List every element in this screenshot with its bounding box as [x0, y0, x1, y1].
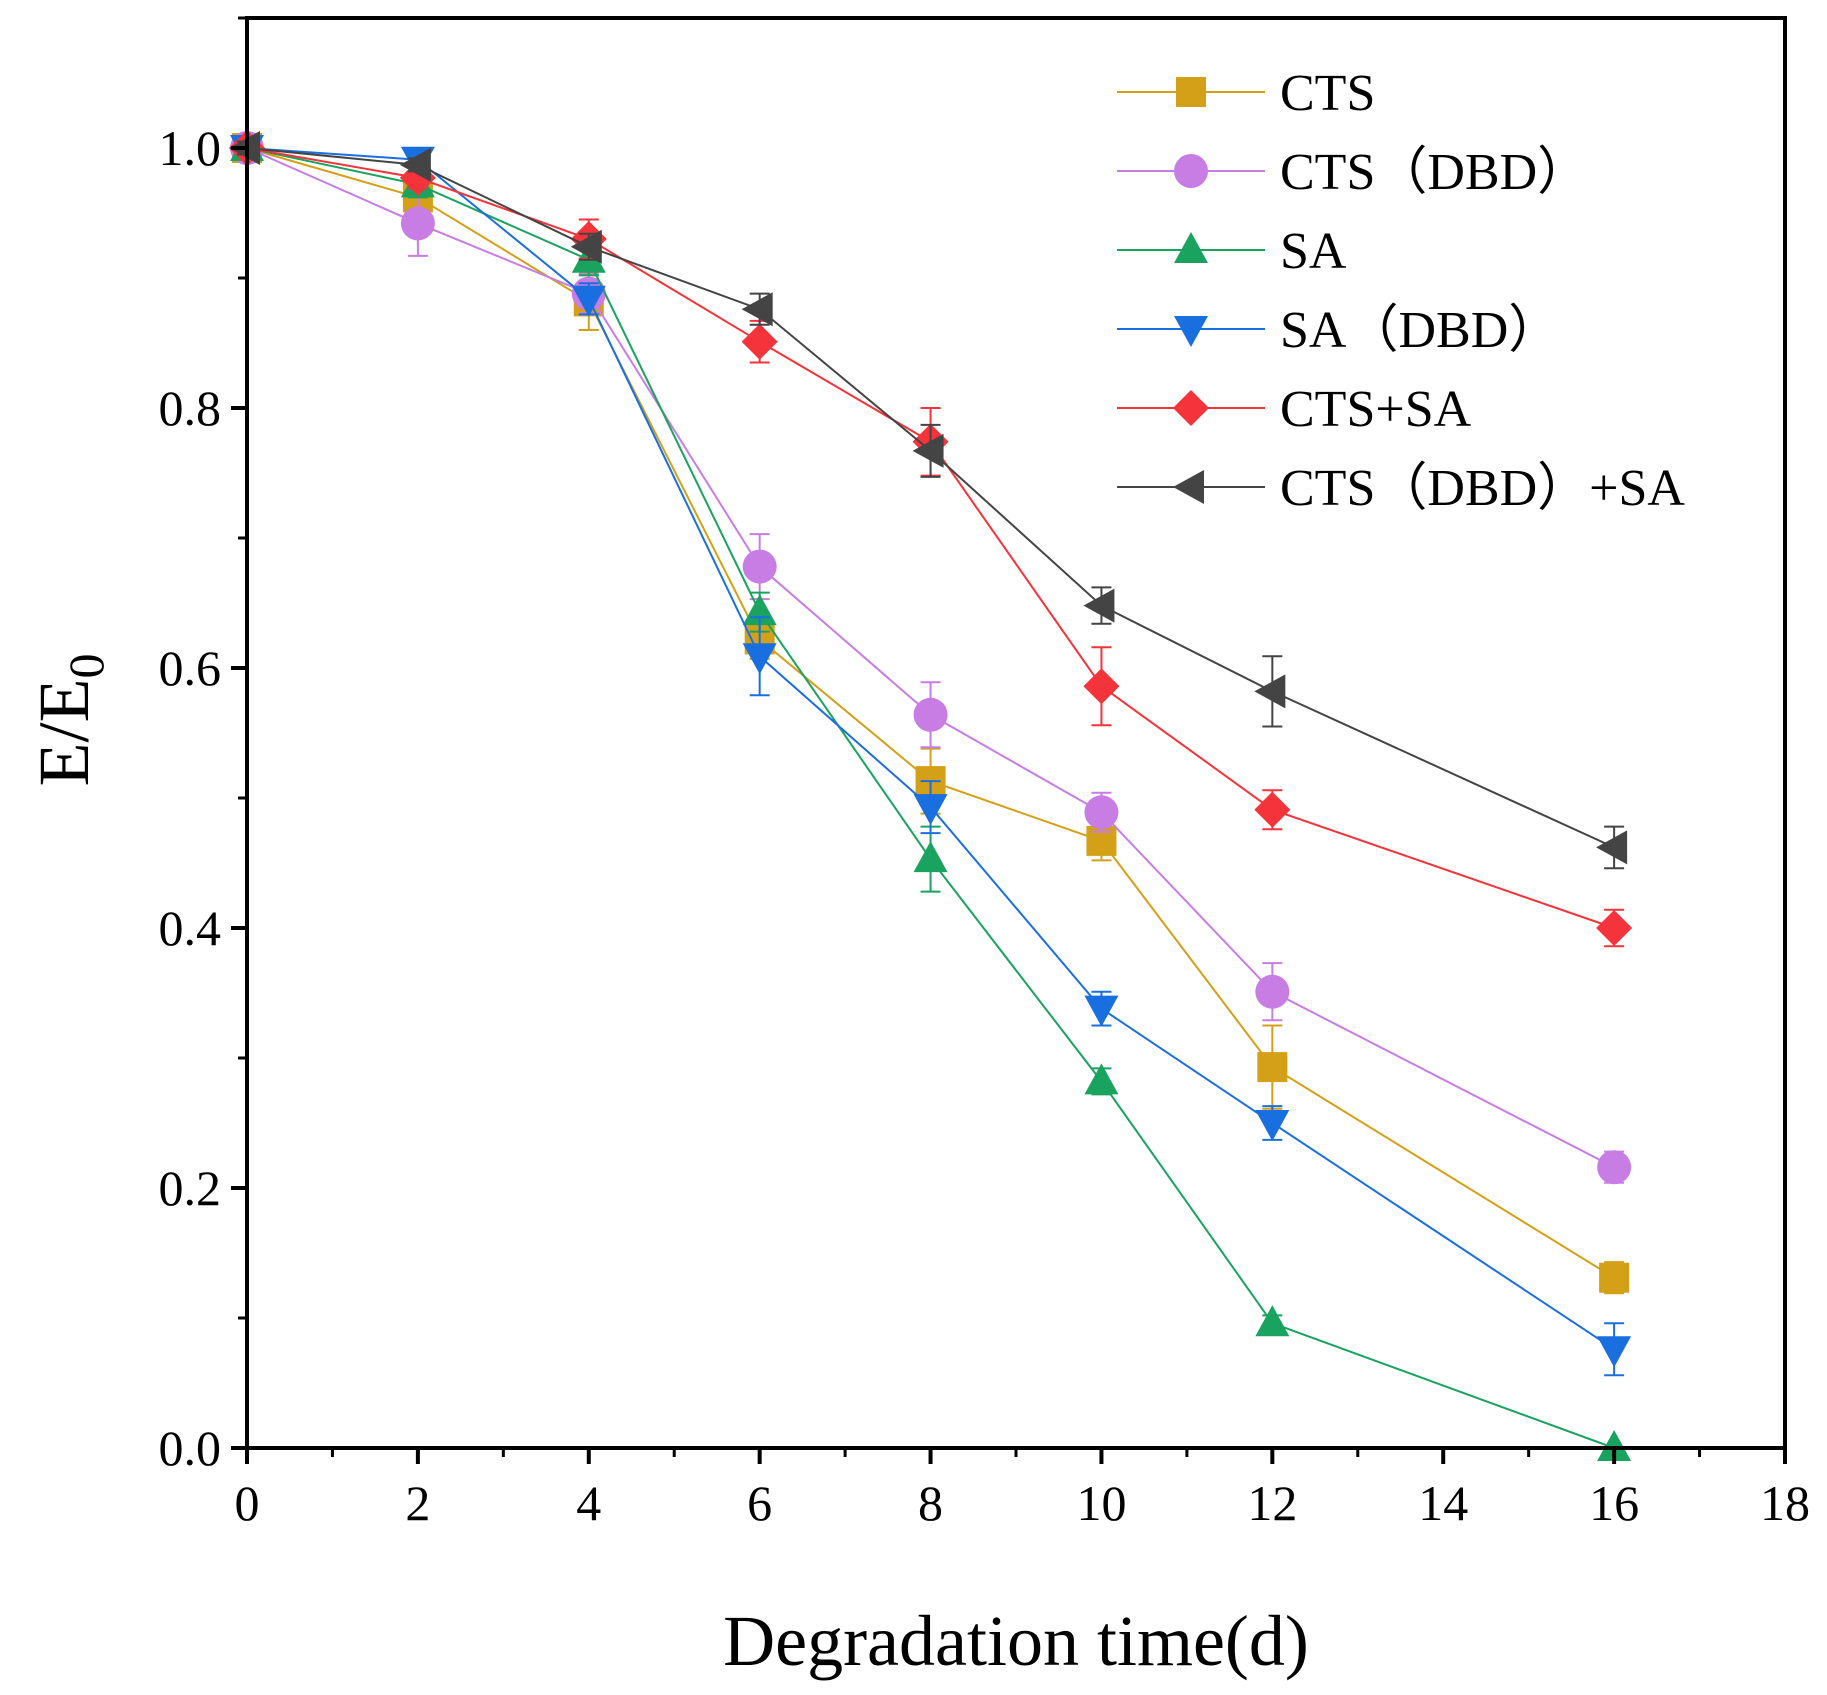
legend-marker — [1174, 232, 1208, 263]
legend-marker — [1174, 154, 1208, 188]
y-tick-label: 1.0 — [159, 120, 222, 176]
data-point — [1596, 910, 1633, 946]
x-tick-label: 16 — [1589, 1475, 1639, 1531]
x-tick-label: 8 — [918, 1475, 943, 1531]
legend-item: CTS+SA — [1117, 381, 1472, 438]
data-point — [912, 433, 944, 468]
y-tick-label: 0.0 — [159, 1420, 222, 1476]
legend-item: CTS（DBD）+SA — [1117, 460, 1685, 517]
data-point — [1255, 974, 1290, 1009]
legend-marker — [1173, 470, 1204, 504]
data-point — [1597, 1150, 1632, 1185]
legend-label: CTS（DBD）+SA — [1280, 460, 1685, 517]
legend-label: SA（DBD） — [1280, 302, 1560, 359]
data-point — [1084, 795, 1119, 830]
x-tick-label: 10 — [1076, 1475, 1126, 1531]
y-axis-title-main: E/E — [24, 679, 104, 787]
data-point — [742, 549, 777, 584]
data-point — [1597, 1336, 1632, 1368]
data-point — [1255, 1110, 1290, 1141]
data-point — [1257, 1052, 1288, 1083]
plot-area — [229, 130, 1633, 1461]
x-tick-label: 2 — [405, 1475, 430, 1531]
x-tick-label: 4 — [576, 1475, 601, 1531]
series-line — [246, 147, 1615, 1279]
x-tick-label: 14 — [1418, 1475, 1468, 1531]
legend: CTS CTS（DBD） SA SA（DBD） CTS+SA CTS（DBD）+SA — [1117, 65, 1685, 517]
legend-marker — [1176, 77, 1206, 107]
y-tick-label: 0.8 — [159, 380, 222, 436]
series-line — [246, 147, 1615, 849]
data-point — [1083, 668, 1120, 705]
data-point — [1254, 791, 1291, 828]
legend-label: CTS（DBD） — [1280, 144, 1589, 201]
x-tick-label: 12 — [1247, 1475, 1297, 1531]
data-point — [570, 229, 602, 264]
legend-label: SA — [1280, 223, 1347, 280]
legend-marker — [1174, 316, 1208, 347]
data-point — [400, 206, 435, 241]
y-tick-label: 0.6 — [159, 640, 222, 696]
legend-label: CTS — [1280, 65, 1375, 122]
x-axis-title: Degradation time(d) — [723, 1601, 1309, 1681]
data-point — [1254, 674, 1286, 709]
data-point — [1596, 830, 1628, 865]
y-tick-label: 0.2 — [159, 1160, 222, 1216]
data-point — [742, 643, 777, 675]
y-tick-label: 0.4 — [159, 900, 222, 956]
series — [229, 131, 1628, 870]
data-point — [741, 323, 778, 360]
x-tick-label: 0 — [235, 1475, 260, 1531]
legend-item: CTS（DBD） — [1117, 144, 1589, 201]
data-point — [913, 794, 948, 826]
data-point — [913, 697, 948, 732]
y-axis-title: E/E0 — [24, 654, 114, 787]
data-point — [1083, 588, 1115, 623]
data-point — [1255, 1305, 1290, 1337]
legend-item: SA（DBD） — [1117, 302, 1560, 359]
data-point — [741, 292, 773, 327]
series-line — [246, 147, 1615, 929]
y-axis-title-subscript: 0 — [58, 654, 114, 679]
plot-frame — [245, 16, 1787, 1450]
legend-item: CTS — [1117, 65, 1375, 122]
data-point — [1084, 995, 1119, 1027]
data-point — [571, 285, 606, 317]
axes: 0 2 4 6 8 10 12 14 16 18 0.0 0.2 0.4 0.6 0.8 1.0 — [159, 16, 1810, 1531]
data-point — [399, 147, 431, 182]
x-tick-label: 18 — [1760, 1475, 1810, 1531]
series-line — [246, 147, 1615, 1169]
data-point — [913, 841, 948, 873]
series — [230, 131, 1632, 1185]
series-line — [246, 147, 1615, 1449]
data-point — [1084, 1063, 1119, 1095]
legend-item: SA — [1117, 223, 1347, 280]
legend-label: CTS+SA — [1280, 381, 1472, 438]
legend-marker — [1173, 390, 1209, 426]
data-point — [1599, 1262, 1630, 1293]
series-line — [246, 147, 1615, 1351]
data-point — [1597, 1430, 1632, 1461]
x-tick-label: 6 — [747, 1475, 772, 1531]
